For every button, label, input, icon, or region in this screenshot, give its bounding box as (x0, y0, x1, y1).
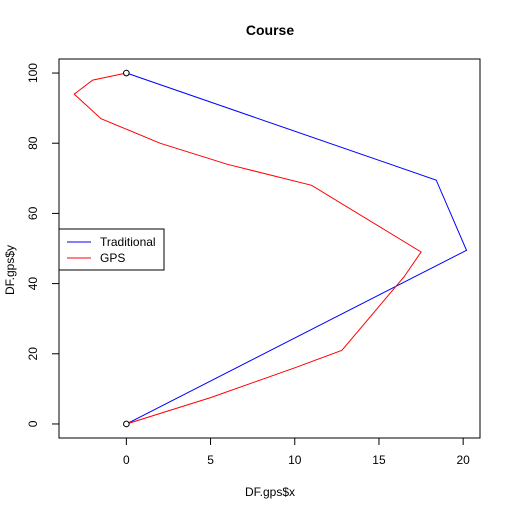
x-tick-label: 10 (288, 453, 302, 467)
y-tick-label: 100 (26, 63, 40, 83)
series-line-traditional (126, 72, 468, 425)
y-tick-label: 60 (26, 206, 40, 220)
y-tick-label: 40 (26, 277, 40, 291)
chart-title: Course (246, 22, 294, 38)
point-marker (123, 69, 130, 77)
y-tick-label: 20 (26, 347, 40, 361)
x-tick-label: 20 (456, 453, 470, 467)
y-axis-label: DF.gps$y (3, 245, 17, 295)
x-tick-label: 0 (123, 453, 130, 467)
y-tick-label: 0 (26, 420, 40, 427)
x-tick-label: 15 (372, 453, 386, 467)
legend-box (58, 228, 165, 271)
legend-label: GPS (100, 251, 125, 265)
point-marker (123, 420, 130, 428)
series-line-gps (73, 72, 422, 425)
legend-label: Traditional (100, 235, 156, 249)
y-tick-label: 80 (26, 136, 40, 150)
x-tick-label: 5 (207, 453, 214, 467)
x-axis-label: DF.gps$x (245, 485, 295, 499)
